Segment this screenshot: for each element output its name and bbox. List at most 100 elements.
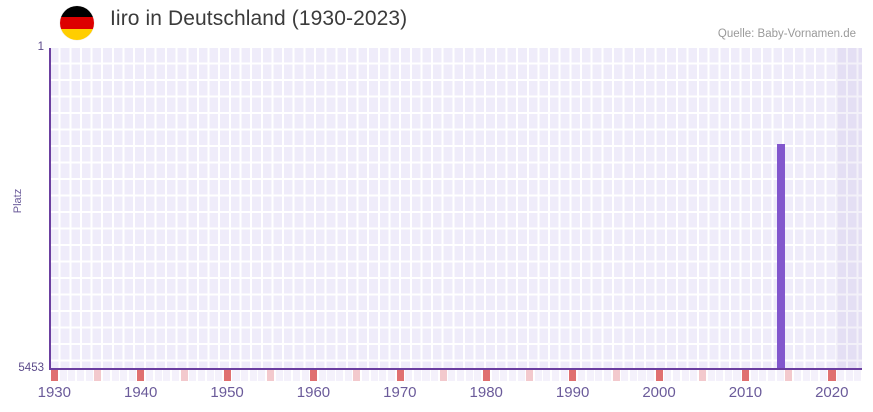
x-tick-mark-1985 <box>526 370 534 381</box>
x-tick-mark-1981 <box>491 370 499 381</box>
flag-band-black <box>60 6 94 18</box>
x-axis-tick-label-1940: 1940 <box>124 384 158 401</box>
x-tick-mark-1971 <box>405 370 413 381</box>
x-tick-mark-1976 <box>448 370 456 381</box>
x-axis-tick-label-1990: 1990 <box>555 384 590 401</box>
x-tick-mark-1937 <box>111 370 119 381</box>
x-tick-mark-1984 <box>517 370 525 381</box>
x-tick-mark-1933 <box>76 370 85 381</box>
x-tick-mark-1952 <box>241 370 249 381</box>
x-tick-mark-2003 <box>681 370 689 381</box>
x-tick-mark-1947 <box>197 370 205 381</box>
projection-shade-band <box>836 48 862 369</box>
x-tick-mark-1978 <box>465 370 473 381</box>
source-attribution: Quelle: Baby-Vornamen.de <box>717 28 856 40</box>
x-tick-mark-2007 <box>716 370 724 381</box>
x-tick-mark-1953 <box>249 370 257 381</box>
x-tick-mark-2011 <box>750 370 758 381</box>
chart-header: Iiro in Deutschland (1930-2023) Quelle: … <box>0 0 873 44</box>
x-axis-tick-label-1950: 1950 <box>210 384 244 401</box>
x-tick-mark-1940 <box>137 370 145 381</box>
x-tick-mark-1930 <box>51 370 59 381</box>
x-tick-mark-1936 <box>102 370 110 381</box>
x-axis-tick-label-1980: 1980 <box>469 384 503 401</box>
x-tick-mark-2018 <box>811 370 819 381</box>
x-tick-mark-1993 <box>595 370 603 381</box>
x-tick-mark-1967 <box>370 370 378 381</box>
x-tick-mark-1979 <box>474 370 482 381</box>
x-tick-mark-2019 <box>819 370 827 381</box>
x-tick-mark-1983 <box>508 370 516 381</box>
flag-band-red <box>60 17 94 29</box>
x-tick-mark-1951 <box>232 370 240 381</box>
x-tick-mark-1942 <box>154 370 162 381</box>
x-tick-mark-1961 <box>318 370 326 381</box>
horizontal-gridlines <box>50 48 862 369</box>
x-tick-mark-1954 <box>258 370 266 381</box>
x-tick-mark-2002 <box>672 370 681 381</box>
x-tick-mark-2021 <box>837 370 845 381</box>
x-tick-mark-1934 <box>85 370 93 381</box>
x-tick-mark-1999 <box>647 370 655 381</box>
x-tick-mark-1939 <box>128 370 136 381</box>
x-tick-mark-1969 <box>387 370 395 381</box>
page-title: Iiro in Deutschland (1930-2023) <box>110 7 408 30</box>
x-tick-mark-1990 <box>569 370 577 381</box>
x-tick-mark-1931 <box>59 370 67 381</box>
x-tick-mark-2008 <box>724 370 732 381</box>
x-tick-mark-1995 <box>612 370 620 381</box>
x-tick-mark-1945 <box>180 370 188 381</box>
x-tick-mark-1960 <box>310 370 318 381</box>
x-tick-mark-2009 <box>733 370 741 381</box>
x-axis-line <box>50 368 862 370</box>
x-tick-mark-2001 <box>664 370 672 381</box>
x-tick-mark-1970 <box>396 370 404 381</box>
x-tick-mark-2020 <box>828 370 836 381</box>
x-tick-mark-1943 <box>163 370 171 381</box>
bar-2014[interactable] <box>776 143 785 369</box>
x-tick-mark-1949 <box>215 370 223 381</box>
x-tick-mark-2000 <box>655 370 663 381</box>
x-tick-mark-1962 <box>327 370 335 381</box>
x-axis-tick-label-2000: 2000 <box>642 384 676 401</box>
x-tick-mark-1982 <box>500 370 508 381</box>
x-tick-mark-1996 <box>621 370 629 381</box>
x-axis-tick-label-1960: 1960 <box>296 384 331 401</box>
x-tick-mark-1988 <box>552 370 560 381</box>
x-tick-mark-1991 <box>577 370 586 381</box>
x-tick-mark-1973 <box>422 370 430 381</box>
x-tick-mark-1958 <box>292 370 300 381</box>
x-tick-mark-1968 <box>379 370 387 381</box>
x-tick-mark-1944 <box>171 370 180 381</box>
x-axis-tick-label-2020: 2020 <box>815 384 849 401</box>
x-tick-mark-2006 <box>707 370 715 381</box>
x-tick-mark-1941 <box>146 370 154 381</box>
x-tick-mark-2013 <box>768 370 776 381</box>
germany-flag-icon <box>60 6 94 40</box>
x-tick-mark-1965 <box>353 370 361 381</box>
x-tick-mark-1955 <box>266 370 275 381</box>
x-tick-mark-1950 <box>223 370 231 381</box>
x-tick-mark-1997 <box>629 370 637 381</box>
x-tick-mark-1987 <box>543 370 551 381</box>
x-tick-mark-2005 <box>698 370 706 381</box>
x-tick-mark-1946 <box>189 370 197 381</box>
x-tick-mark-1935 <box>94 370 102 381</box>
x-tick-mark-2017 <box>802 370 810 381</box>
x-axis-tick-label-1930: 1930 <box>37 384 71 401</box>
x-tick-mark-1977 <box>457 370 465 381</box>
x-tick-mark-2015 <box>785 370 793 381</box>
x-axis-tick-label-1970: 1970 <box>383 384 417 401</box>
plot-background <box>50 48 862 369</box>
x-tick-mark-1974 <box>431 370 439 381</box>
y-axis-tick-top: 1 <box>37 41 44 53</box>
x-tick-mark-1975 <box>439 370 447 381</box>
x-tick-mark-1938 <box>120 370 128 381</box>
x-tick-mark-1989 <box>560 370 568 381</box>
x-tick-mark-1956 <box>275 370 283 381</box>
y-axis-tick-bottom: 5453 <box>18 362 44 374</box>
x-tick-mark-2023 <box>854 370 862 381</box>
x-tick-mark-1998 <box>638 370 646 381</box>
x-tick-mark-1986 <box>534 370 542 381</box>
x-tick-mark-1964 <box>344 370 352 381</box>
